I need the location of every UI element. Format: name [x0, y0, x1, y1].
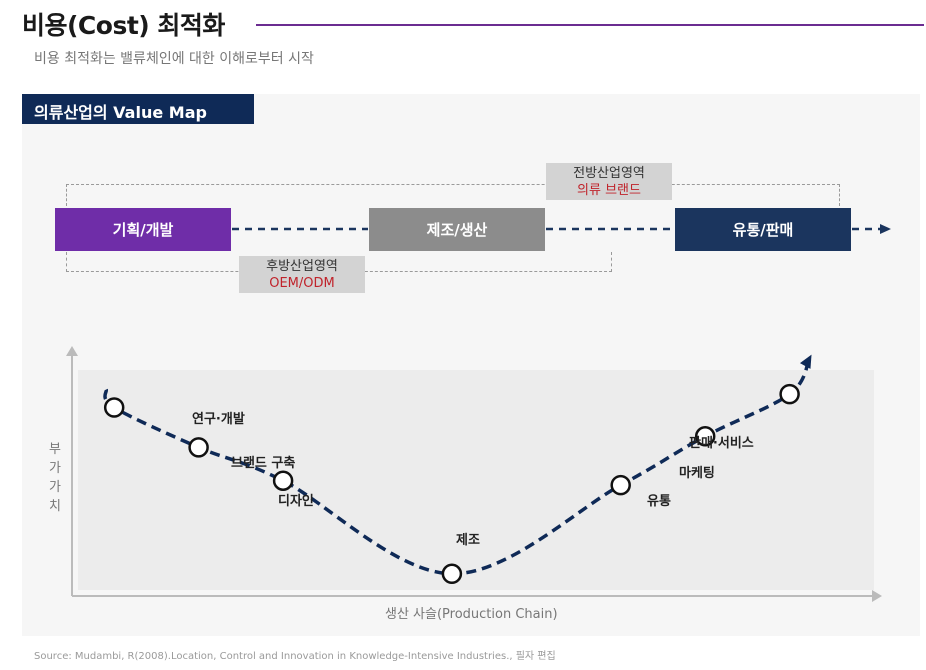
flow-arrowhead [880, 224, 891, 234]
stage-manufacturing: 제조/생산 [369, 208, 545, 251]
y-axis-label: 부가가치 [49, 442, 61, 514]
point-label: 연구·개발 [192, 412, 245, 427]
curve-point [103, 397, 125, 418]
curve-point [188, 437, 209, 458]
upstream-zone-sub: OEM/ODM [269, 276, 335, 291]
point-label: 브랜드 구축 [231, 456, 296, 471]
stage-distribution-label: 유통/판매 [732, 221, 794, 239]
stage-manufacturing-label: 제조/생산 [426, 221, 488, 239]
stage-planning: 기획/개발 [55, 208, 231, 251]
stage-planning-label: 기획/개발 [112, 221, 174, 239]
page-subtitle: 비용 최적화는 밸류체인에 대한 이해로부터 시작 [34, 51, 314, 67]
curve-point [610, 474, 631, 496]
point-label: 마케팅 [679, 466, 715, 481]
point-label: 디자인 [278, 494, 314, 509]
downstream-zone-title: 전방산업영역 [573, 166, 645, 181]
point-label: 제조 [456, 533, 480, 548]
downstream-zone: 전방산업영역 의류 브랜드 [546, 163, 672, 200]
downstream-zone-sub: 의류 브랜드 [577, 183, 641, 198]
curve-point [779, 383, 800, 405]
page-title: 비용(Cost) 최적화 [22, 11, 225, 40]
source-note: Source: Mudambi, R(2008).Location, Contr… [34, 651, 556, 662]
downstream-bracket [66, 184, 840, 206]
curve-point [272, 470, 294, 491]
y-axis-arrowhead [66, 346, 78, 356]
point-label: 유통 [647, 494, 671, 509]
curve-arrowhead [799, 354, 812, 369]
curve-point [694, 426, 716, 447]
title-divider [256, 24, 924, 26]
stage-distribution: 유통/판매 [675, 208, 851, 251]
x-axis-arrowhead [872, 590, 882, 602]
upstream-zone-title: 후방산업영역 [266, 259, 338, 274]
x-axis-label: 생산 사슬(Production Chain) [385, 607, 558, 622]
chart-plot-area [78, 370, 874, 590]
upstream-zone: 후방산업영역 OEM/ODM [239, 256, 365, 293]
panel-label: 의류산업의 Value Map [22, 94, 254, 124]
point-label: 판매·서비스 [689, 436, 754, 451]
flow-connectors [232, 224, 891, 234]
curve-point [441, 563, 463, 585]
